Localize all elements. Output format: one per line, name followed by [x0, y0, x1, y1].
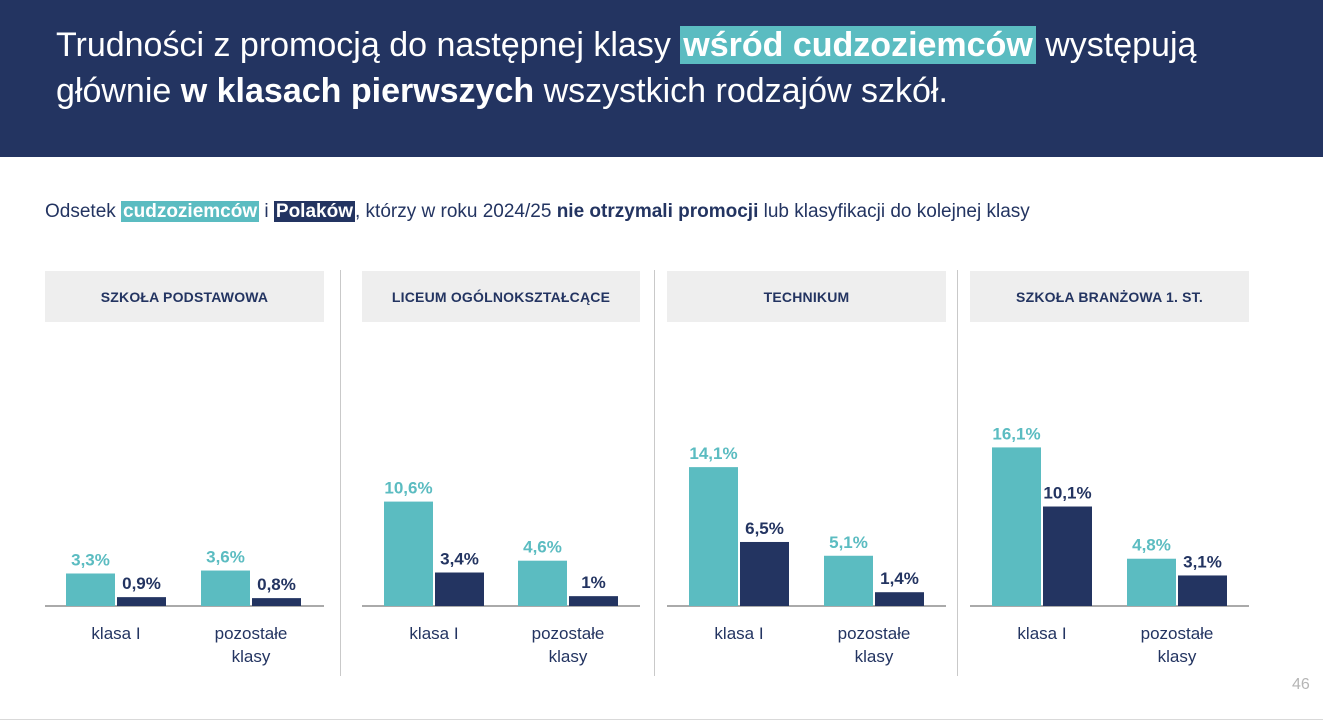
title-part1: Trudności z promocją do następnej klasy: [56, 26, 681, 64]
bar: [117, 597, 166, 606]
header-banner: Trudności z promocją do następnej klasy …: [0, 0, 1323, 157]
data-label: 10,6%: [384, 479, 432, 498]
category-label: klasy: [1158, 647, 1197, 666]
data-label: 4,6%: [523, 538, 562, 557]
category-label: klasa I: [714, 624, 763, 643]
page-number: 46: [1292, 676, 1310, 693]
subtitle-bold: nie otrzymali promocji: [556, 201, 759, 222]
title-bold: w klasach pierwszych: [180, 72, 535, 110]
data-label: 0,9%: [122, 574, 161, 593]
title-part3: głównie: [56, 72, 181, 110]
chart-subtitle: Odsetek cudzoziemców i Polaków, którzy w…: [45, 199, 1305, 225]
bar: [1043, 506, 1092, 606]
bottom-divider: [0, 719, 1323, 720]
bar: [689, 467, 738, 606]
bar: [1178, 575, 1227, 606]
data-label: 1,4%: [880, 569, 919, 588]
bar: [66, 573, 115, 606]
panel-title-technikum: TECHNIKUM: [667, 271, 946, 322]
data-label: 3,3%: [71, 550, 110, 569]
bar: [518, 560, 567, 606]
data-label: 3,1%: [1183, 552, 1222, 571]
category-label: pozostałe: [1141, 624, 1214, 643]
bar: [992, 447, 1041, 606]
category-label: klasy: [855, 647, 894, 666]
category-label: klasy: [232, 647, 271, 666]
bar: [569, 596, 618, 606]
data-label: 14,1%: [689, 444, 737, 463]
panel-title-szkola-podstawowa: SZKOŁA PODSTAWOWA: [45, 271, 324, 322]
category-label: pozostałe: [215, 624, 288, 643]
title-part4: wszystkich rodzajów szkół.: [534, 72, 948, 110]
title-highlight: wśród cudzoziemców: [680, 26, 1036, 64]
data-label: 1%: [581, 573, 606, 592]
legend-poles: Polaków: [273, 201, 355, 222]
data-label: 10,1%: [1043, 484, 1091, 503]
category-label: klasa I: [91, 624, 140, 643]
panel-divider: [340, 270, 341, 676]
category-label: pozostałe: [838, 624, 911, 643]
bar: [252, 598, 301, 606]
bar: [740, 541, 789, 606]
subtitle-part1: Odsetek: [45, 201, 122, 222]
panel-title-liceum: LICEUM OGÓLNOKSZTAŁCĄCE: [362, 271, 640, 322]
category-label: klasa I: [409, 624, 458, 643]
subtitle-part4: lub klasyfikacji do kolejnej klasy: [758, 201, 1030, 222]
data-label: 4,8%: [1132, 536, 1171, 555]
title-part2: występują: [1035, 26, 1197, 64]
bar: [384, 501, 433, 606]
panel-divider: [654, 270, 655, 676]
data-label: 5,1%: [829, 533, 868, 552]
panel-title-szkola-branzowa: SZKOŁA BRANŻOWA 1. ST.: [970, 271, 1249, 322]
category-label: pozostałe: [532, 624, 605, 643]
category-label: klasa I: [1017, 624, 1066, 643]
bar: [435, 572, 484, 606]
bar: [1127, 558, 1176, 606]
page-title: Trudności z promocją do następnej klasy …: [56, 22, 1296, 114]
bar: [824, 555, 873, 606]
legend-foreigners: cudzoziemców: [121, 201, 260, 222]
data-label: 6,5%: [745, 519, 784, 538]
bar: [875, 592, 924, 606]
subtitle-part2: i: [259, 201, 274, 222]
data-label: 16,1%: [992, 424, 1040, 443]
bar: [201, 570, 250, 606]
data-label: 3,6%: [206, 548, 245, 567]
data-label: 3,4%: [440, 550, 479, 569]
subtitle-part3: , którzy w roku 2024/25: [354, 201, 557, 222]
panel-divider: [957, 270, 958, 676]
category-label: klasy: [549, 647, 588, 666]
data-label: 0,8%: [257, 575, 296, 594]
